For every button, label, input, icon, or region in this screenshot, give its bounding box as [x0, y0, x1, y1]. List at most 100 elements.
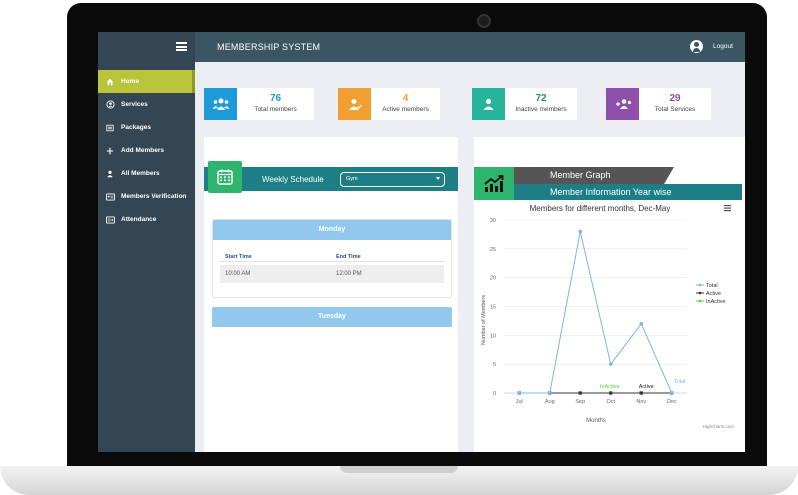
day-header[interactable]: Tuesday — [212, 307, 452, 327]
table-header-row: Start Time End Time — [220, 250, 444, 262]
sidebar-item-services[interactable]: Services — [98, 93, 195, 116]
data-point[interactable] — [669, 391, 674, 395]
hamburger-menu-icon[interactable] — [176, 42, 187, 51]
legend-marker — [698, 291, 702, 295]
sidebar-item-all-members[interactable]: All Members — [98, 162, 195, 185]
chart-credit[interactable]: Highcharts.com — [703, 424, 735, 429]
chart-trend-icon — [474, 167, 514, 200]
users-icon — [105, 169, 115, 179]
sidebar-item-label: Members Verification — [121, 193, 187, 200]
day-card-tuesday: Tuesday — [212, 307, 452, 328]
data-point[interactable] — [578, 229, 583, 234]
sidebar-item-attendance[interactable]: Attendance — [98, 208, 195, 231]
series-line-total — [519, 231, 673, 394]
graph-subtitle: Member Information Year wise — [514, 184, 742, 200]
legend-item[interactable]: Total — [706, 283, 718, 289]
weekly-schedule-panel: Weekly Schedule Gym Monday Start Time En… — [204, 137, 458, 452]
service-select-value: Gym — [346, 176, 358, 182]
data-point[interactable] — [547, 391, 552, 395]
main-content: 76 Total members 4 Active members 72 Ina… — [195, 62, 745, 452]
stat-value: 72 — [535, 93, 547, 104]
stat-card-active-members[interactable]: 4 Active members — [338, 88, 440, 120]
y-axis-title: Number of Members — [481, 295, 487, 345]
data-point[interactable] — [608, 362, 613, 366]
schedule-title: Weekly Schedule — [262, 175, 324, 184]
sidebar-item-label: Add Members — [121, 147, 164, 154]
y-tick-label: 30 — [490, 218, 496, 224]
series-end-label: InActive — [600, 384, 620, 390]
sidebar-item-packages[interactable]: Packages — [98, 116, 195, 139]
data-point[interactable] — [517, 391, 522, 395]
legend-item[interactable]: InActive — [706, 299, 726, 305]
y-tick-label: 5 — [493, 362, 496, 368]
chart-menu-icon[interactable] — [724, 205, 731, 212]
column-header: End Time — [336, 254, 361, 260]
table-cell: 10:00 AM — [225, 271, 251, 277]
x-tick-label: Sep — [575, 399, 585, 405]
series-end-label: Active — [639, 384, 654, 390]
chart-title: Members for different months, Dec-May — [530, 204, 671, 213]
camera — [477, 14, 491, 28]
calendar-icon — [208, 161, 242, 193]
x-tick-label: Oct — [606, 399, 615, 405]
legend-item[interactable]: Active — [706, 291, 721, 297]
sidebar-item-label: Attendance — [121, 216, 157, 223]
x-tick-label: Jul — [516, 399, 523, 405]
app-screen: Home Services Packages Add Members — [98, 32, 745, 452]
table-cell: 12:00 PM — [336, 271, 362, 277]
day-header[interactable]: Monday — [213, 220, 451, 240]
sidebar-item-members-verification[interactable]: Members Verification — [98, 185, 195, 208]
group-icon — [204, 88, 237, 120]
schedule-header: Weekly Schedule Gym — [204, 161, 458, 193]
x-tick-label: Dec — [667, 399, 677, 405]
data-point[interactable] — [639, 391, 643, 395]
day-card-monday: Monday Start Time End Time 10:00 AM 12:0… — [212, 219, 452, 298]
graph-title: Member Graph — [514, 167, 674, 184]
stat-label: Inactive members — [515, 106, 567, 113]
legend-marker — [698, 283, 702, 287]
x-tick-label: Nov — [636, 399, 646, 405]
y-tick-label: 15 — [490, 305, 496, 311]
schedule-table: Start Time End Time 10:00 AM 12:00 PM — [220, 250, 444, 283]
id-card-icon — [105, 192, 115, 202]
x-tick-label: Aug — [545, 399, 555, 405]
stat-card-total-members[interactable]: 76 Total members — [204, 88, 314, 120]
series-end-label: Total — [674, 379, 686, 385]
member-line-chart: Members for different months, Dec-May 0 5… — [481, 204, 735, 429]
stat-card-total-services[interactable]: 29 Total Services — [606, 88, 711, 120]
y-tick-label: 0 — [493, 391, 496, 397]
sidebar-item-label: Home — [121, 78, 140, 85]
services-icon — [105, 100, 115, 110]
user-check-icon — [338, 88, 371, 120]
data-point[interactable] — [639, 322, 644, 326]
x-axis-title: Months — [586, 418, 606, 424]
app-title: MEMBERSHIP SYSTEM — [217, 42, 321, 52]
stat-label: Active members — [382, 106, 429, 113]
service-select[interactable]: Gym — [340, 172, 445, 187]
sidebar: Home Services Packages Add Members — [98, 32, 195, 452]
sidebar-item-home[interactable]: Home — [98, 70, 195, 93]
chevron-down-icon — [436, 177, 440, 180]
stat-label: Total Services — [654, 106, 696, 113]
column-header: Start Time — [225, 254, 252, 260]
logout-link[interactable]: Logout — [713, 43, 733, 50]
stat-label: Total members — [254, 106, 297, 113]
users-icon — [606, 88, 639, 120]
user-avatar-icon[interactable] — [690, 40, 703, 53]
stat-value: 76 — [269, 93, 282, 104]
legend-marker — [698, 299, 702, 303]
laptop-notch — [340, 466, 458, 473]
member-graph-panel: Member Graph Member Information Year wis… — [474, 137, 745, 452]
sidebar-item-add-members[interactable]: Add Members — [98, 139, 195, 162]
stat-card-inactive-members[interactable]: 72 Inactive members — [472, 88, 577, 120]
stat-value: 4 — [402, 93, 409, 104]
data-point[interactable] — [578, 391, 582, 395]
sidebar-item-label: Services — [121, 101, 148, 108]
attendance-icon — [105, 215, 115, 225]
y-tick-label: 20 — [490, 276, 496, 282]
sidebar-item-label: All Members — [121, 170, 160, 177]
plus-icon — [105, 146, 115, 156]
sidebar-item-label: Packages — [121, 124, 151, 131]
data-point[interactable] — [609, 391, 613, 395]
y-tick-label: 10 — [490, 333, 496, 339]
